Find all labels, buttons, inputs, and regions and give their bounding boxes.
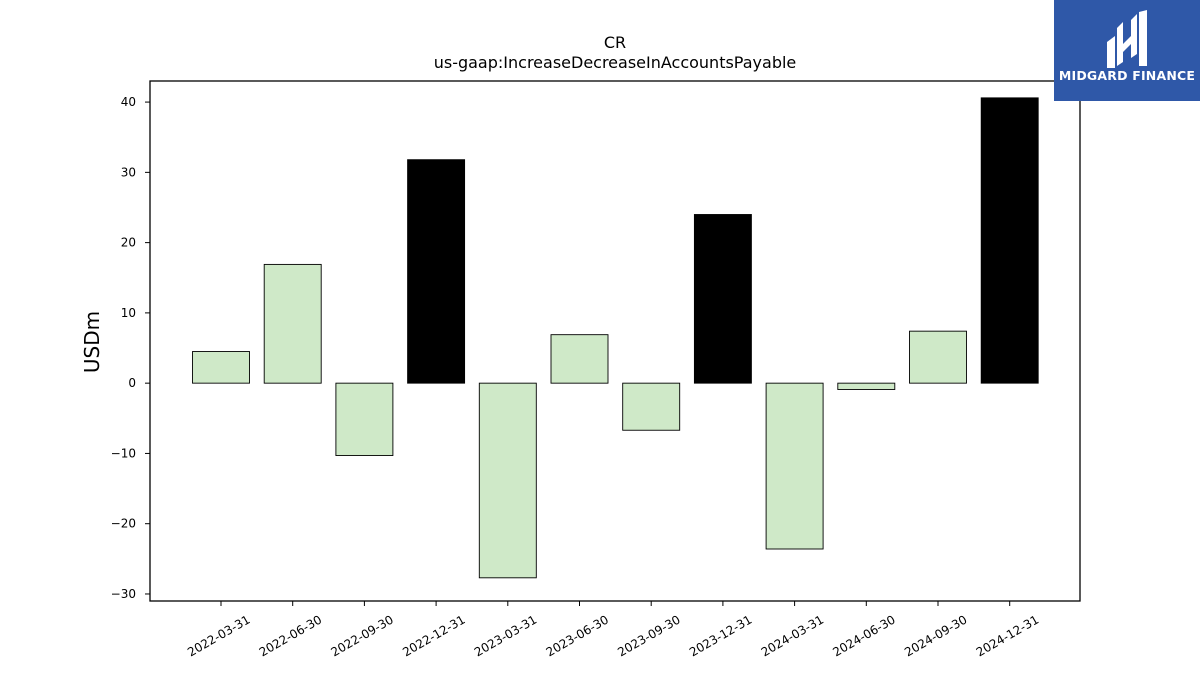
x-tick-label: 2023-12-31 — [687, 612, 754, 659]
bar-2024-06-30 — [837, 382, 896, 390]
x-tick-label: 2024-03-31 — [759, 612, 826, 659]
bar-2023-06-30 — [550, 334, 609, 384]
chart-title: CR — [604, 33, 626, 52]
x-tick-label: 2023-03-31 — [472, 612, 539, 659]
bar-2023-09-30 — [622, 382, 681, 431]
bar-2022-09-30 — [335, 382, 394, 456]
x-tick-label: 2022-12-31 — [400, 612, 467, 659]
bar-2024-03-31 — [765, 382, 824, 550]
chart-subtitle: us-gaap:IncreaseDecreaseInAccountsPayabl… — [434, 53, 797, 72]
bar-2022-06-30 — [263, 263, 322, 384]
x-tick-label: 2024-12-31 — [974, 612, 1041, 659]
y-tick-label: 0 — [128, 376, 136, 390]
bar-2024-12-31 — [980, 97, 1039, 384]
x-tick-label: 2022-06-30 — [257, 612, 324, 659]
brand-logo: MIDGARD FINANCE — [1054, 0, 1200, 101]
x-tick-label: 2024-06-30 — [830, 612, 897, 659]
x-tick-label: 2024-09-30 — [902, 612, 969, 659]
y-tick-label: −30 — [111, 587, 136, 601]
y-tick-label: 10 — [121, 306, 136, 320]
y-axis-ticks: −30 −20 −10 0 10 20 30 40 — [111, 95, 150, 601]
bar-2022-12-31 — [407, 159, 466, 384]
bar-2023-12-31 — [693, 214, 752, 384]
x-tick-label: 2023-09-30 — [615, 612, 682, 659]
bars-layer — [192, 97, 1039, 579]
x-tick-label: 2022-03-31 — [185, 612, 252, 659]
y-tick-label: −10 — [111, 446, 136, 460]
midgard-logo-icon — [1107, 10, 1147, 68]
y-tick-label: 40 — [121, 95, 136, 109]
x-tick-label: 2022-09-30 — [328, 612, 395, 659]
bar-2022-03-31 — [192, 351, 250, 384]
bar-2023-03-31 — [478, 382, 537, 579]
x-axis-ticks: 2022-03-31 2022-06-30 2022-09-30 2022-12-31… — [185, 601, 1041, 659]
brand-name: MIDGARD FINANCE — [1058, 68, 1196, 83]
y-tick-label: 20 — [121, 236, 136, 250]
bar-2024-09-30 — [909, 330, 967, 384]
y-tick-label: −20 — [111, 517, 136, 531]
y-axis-label: USDm — [80, 311, 104, 373]
y-tick-label: 30 — [121, 165, 136, 179]
plot-frame — [149, 80, 1081, 602]
x-tick-label: 2023-06-30 — [544, 612, 611, 659]
